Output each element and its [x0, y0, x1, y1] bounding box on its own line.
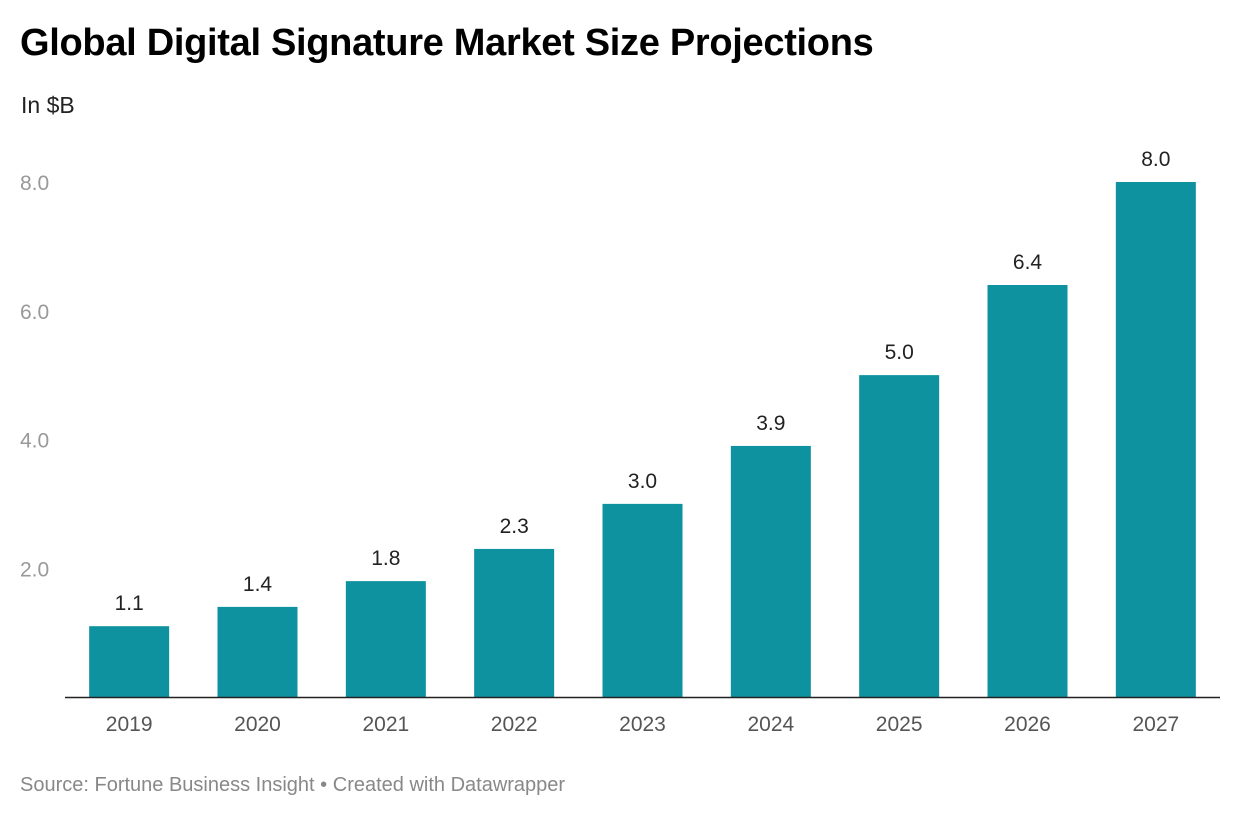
value-label: 3.0 — [628, 470, 657, 493]
y-tick-label: 8.0 — [20, 172, 49, 195]
credit-note: Created with Datawrapper — [332, 774, 566, 796]
value-label: 1.8 — [371, 547, 400, 570]
bar-2026 — [987, 285, 1068, 697]
x-tick-label: 2026 — [1004, 713, 1051, 736]
x-tick-label: 2022 — [491, 713, 538, 736]
value-label: 8.0 — [1141, 148, 1170, 171]
y-tick-label: 4.0 — [20, 430, 49, 453]
bar-2019 — [89, 626, 170, 697]
value-label: 3.9 — [756, 412, 785, 435]
value-label: 1.1 — [115, 592, 144, 615]
value-label: 5.0 — [885, 341, 914, 364]
x-tick-label: 2019 — [106, 713, 153, 736]
bar-2022 — [474, 548, 555, 697]
value-label: 2.3 — [500, 515, 529, 538]
footer: Source: Fortune Business Insight • Creat… — [20, 774, 565, 797]
bar-2027 — [1115, 182, 1196, 697]
value-label: 1.4 — [243, 573, 273, 596]
x-tick-label: 2020 — [234, 713, 281, 736]
bar-2024 — [730, 445, 811, 697]
bar-chart: 2.0 4.0 6.0 8.0 1.1 2019 1.4 2020 1.8 2021 2.3 2022… — [20, 148, 1220, 736]
chart-subtitle: In $B — [21, 92, 75, 118]
bar-2023 — [602, 503, 683, 697]
source-note: Source: Fortune Business Insight — [20, 774, 315, 796]
footer-separator: • — [320, 774, 328, 796]
value-label: 6.4 — [1013, 251, 1043, 274]
y-tick-label: 6.0 — [20, 301, 49, 324]
bar-2020 — [217, 606, 298, 697]
x-tick-label: 2024 — [747, 713, 794, 736]
x-tick-label: 2025 — [876, 713, 923, 736]
y-tick-label: 2.0 — [20, 558, 49, 581]
bar-2025 — [859, 375, 940, 697]
bar-2021 — [345, 581, 426, 697]
chart-title: Global Digital Signature Market Size Pro… — [20, 22, 874, 64]
x-tick-label: 2023 — [619, 713, 666, 736]
x-tick-label: 2027 — [1132, 713, 1179, 736]
x-tick-label: 2021 — [362, 713, 409, 736]
